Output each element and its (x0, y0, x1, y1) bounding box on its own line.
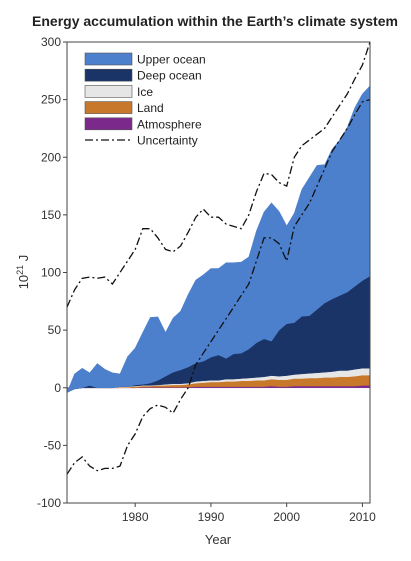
y-tick-label: 150 (41, 208, 61, 222)
chart-title: Energy accumulation within the Earth’s c… (32, 13, 398, 29)
legend-label-ice: Ice (137, 85, 153, 99)
y-axis: -100 -50 0 50 100 150 200 250 300 (37, 35, 67, 510)
y-tick-label: 250 (41, 93, 61, 107)
uncertainty-upper-line (66, 41, 371, 308)
x-tick-label: 2000 (273, 510, 300, 524)
legend-swatch-atmosphere (84, 117, 133, 131)
x-tick-label: 1980 (122, 510, 149, 524)
legend-swatch-land (84, 101, 133, 114)
legend-swatch-deep-ocean (84, 68, 133, 82)
legend-label-atmosphere: Atmosphere (137, 117, 202, 131)
legend: Upper ocean Deep ocean Ice Land Atmosphere Un… (84, 52, 206, 148)
x-tick-label: 1990 (198, 510, 225, 524)
legend-label-deep-ocean: Deep ocean (137, 69, 202, 83)
y-tick-label: 200 (41, 150, 61, 164)
y-tick-label: 0 (54, 381, 61, 395)
y-axis-label-exponent: 21 (15, 265, 25, 275)
legend-swatch-ice (84, 85, 133, 98)
y-tick-label: -50 (44, 438, 62, 452)
legend-label-uncertainty: Uncertainty (137, 134, 198, 148)
legend-label-upper-ocean: Upper ocean (137, 53, 206, 67)
y-axis-label-unit: J (16, 255, 31, 262)
y-axis-label-base: 10 (16, 275, 31, 289)
y-tick-label: -100 (37, 496, 61, 510)
x-axis: 1980 1990 2000 2010 (122, 503, 376, 524)
y-axis-label: 1021 J (15, 255, 31, 290)
legend-swatch-upper-ocean (84, 52, 133, 66)
y-tick-label: 50 (48, 323, 62, 337)
legend-label-land: Land (137, 101, 164, 115)
uncertainty-lower-line (66, 98, 371, 475)
y-tick-label: 300 (41, 35, 61, 49)
x-axis-label: Year (205, 532, 232, 547)
x-tick-label: 2010 (349, 510, 376, 524)
y-tick-label: 100 (41, 266, 61, 280)
